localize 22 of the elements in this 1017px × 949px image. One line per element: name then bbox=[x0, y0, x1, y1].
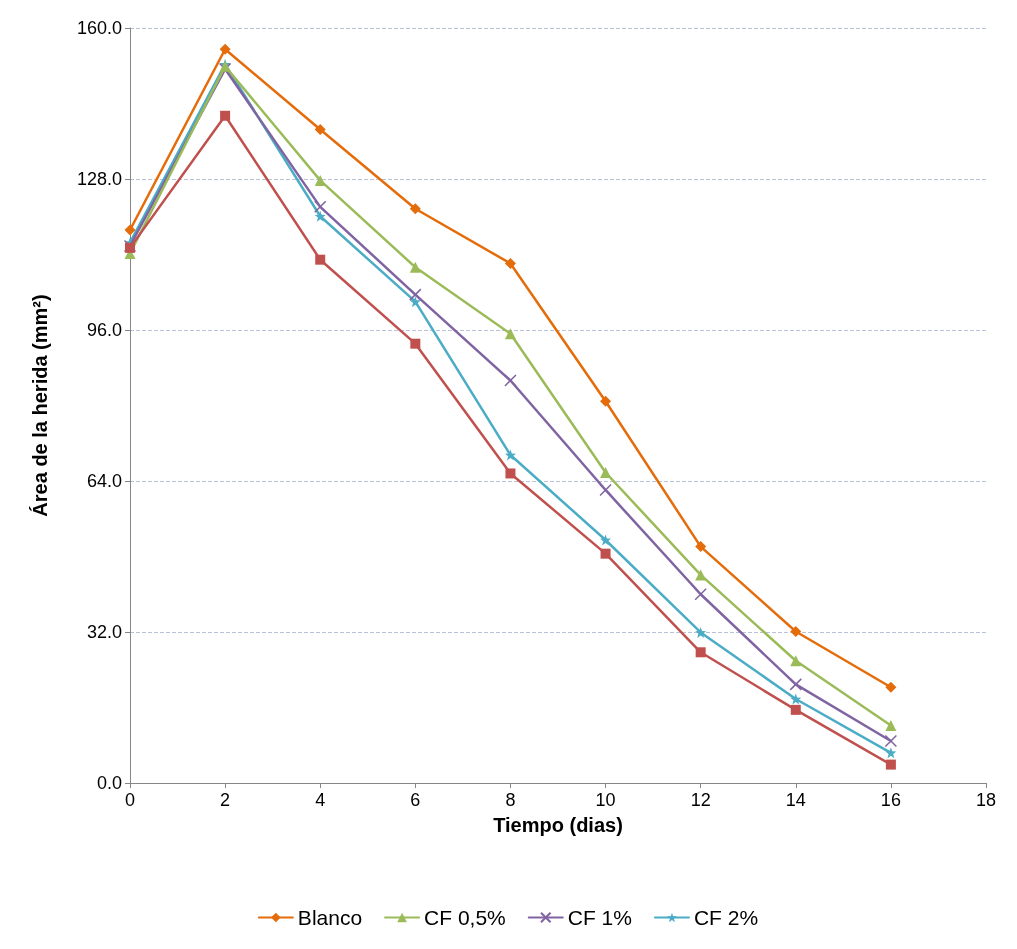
y-tick-label: 128.0 bbox=[76, 169, 122, 189]
x-tick-label: 8 bbox=[505, 790, 516, 810]
legend-label: CF 1% bbox=[567, 906, 632, 929]
y-tick-label: 32.0 bbox=[86, 622, 122, 642]
x-tick-label: 4 bbox=[315, 790, 326, 810]
x-tick-label: 18 bbox=[975, 790, 997, 810]
x-axis-title: Tiempo (dias) bbox=[493, 814, 623, 836]
y-tick-label: 96.0 bbox=[86, 320, 122, 340]
x-tick-label: 0 bbox=[124, 790, 136, 810]
x-tick-label: 14 bbox=[785, 790, 806, 810]
x-tick-label: 12 bbox=[690, 790, 711, 810]
x-tick-label: 10 bbox=[595, 790, 616, 810]
legend-label: CF 2% bbox=[693, 906, 759, 929]
legend-label: CF 0,5% bbox=[424, 906, 506, 929]
y-tick-label: 160.0 bbox=[76, 18, 122, 38]
y-tick-label: 64.0 bbox=[86, 471, 122, 491]
legend-label: Blanco bbox=[297, 906, 363, 929]
x-tick-label: 2 bbox=[220, 790, 231, 810]
y-axis-title: Área de la herida (mm²) bbox=[29, 294, 51, 517]
x-tick-label: 16 bbox=[880, 790, 901, 810]
y-tick-label: 0.0 bbox=[96, 773, 122, 793]
x-tick-label: 6 bbox=[410, 790, 421, 810]
